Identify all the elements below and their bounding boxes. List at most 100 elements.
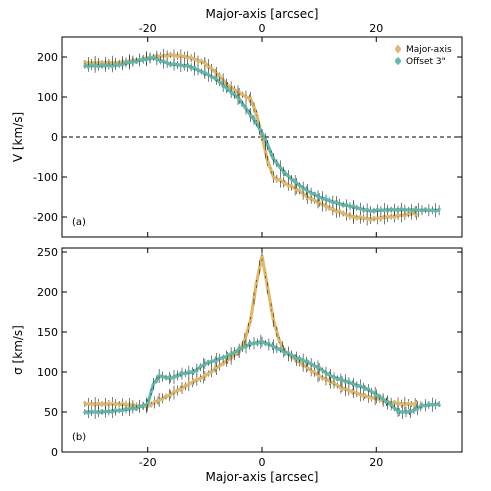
- data-point: [120, 409, 125, 413]
- data-point: [309, 369, 313, 373]
- data-point: [283, 351, 287, 355]
- data-point: [158, 54, 162, 58]
- data-point: [214, 366, 218, 370]
- data-point: [240, 346, 245, 350]
- data-point: [124, 60, 128, 64]
- data-point: [206, 372, 210, 376]
- data-point: [218, 73, 222, 77]
- data-point: [189, 55, 193, 60]
- data-point: [103, 409, 108, 413]
- data-point: [199, 59, 204, 63]
- data-point: [309, 192, 313, 196]
- data-point: [190, 381, 194, 385]
- data-point: [271, 345, 276, 349]
- data-point: [379, 217, 383, 221]
- data-point: [100, 409, 104, 413]
- data-point: [218, 364, 222, 368]
- data-point: [103, 403, 108, 407]
- data-point: [396, 213, 400, 217]
- data-point: [180, 372, 184, 376]
- data-point: [240, 92, 245, 96]
- data-point: [301, 358, 305, 363]
- data-point: [90, 409, 94, 413]
- data-point: [192, 65, 197, 70]
- data-point: [275, 347, 279, 351]
- data-point: [344, 213, 349, 217]
- data-point: [414, 212, 418, 216]
- data-point: [332, 380, 336, 384]
- data-point: [187, 369, 191, 374]
- data-point: [175, 55, 180, 59]
- data-point: [131, 407, 135, 411]
- data-point: [196, 59, 200, 64]
- data-point: [266, 286, 270, 290]
- data-point: [414, 401, 418, 405]
- data-point: [258, 127, 262, 131]
- data-point: [355, 216, 359, 220]
- data-point: [183, 372, 188, 376]
- data-point: [114, 62, 118, 66]
- data-point: [263, 150, 268, 154]
- legend-entry: Major-axis: [406, 45, 452, 55]
- data-point: [363, 387, 367, 391]
- data-point: [252, 117, 256, 121]
- data-point: [392, 215, 397, 219]
- data-point: [247, 111, 252, 115]
- data-point: [403, 403, 407, 407]
- data-point: [120, 401, 125, 406]
- data-point: [244, 95, 248, 99]
- data-point: [164, 394, 168, 398]
- data-point: [334, 201, 338, 205]
- data-point: [406, 208, 410, 212]
- y-tick-label: 0: [51, 131, 58, 144]
- data-point: [338, 209, 342, 213]
- data-point: [107, 401, 111, 405]
- data-point: [410, 402, 414, 406]
- data-point: [320, 197, 325, 201]
- data-point: [324, 197, 328, 201]
- data-point: [155, 378, 159, 382]
- data-point: [366, 395, 370, 399]
- data-point: [202, 376, 206, 380]
- x-tick-label-top: 20: [369, 22, 383, 35]
- data-point: [306, 359, 310, 363]
- data-point: [83, 60, 87, 64]
- data-point: [327, 199, 332, 203]
- data-point: [100, 402, 104, 406]
- data-point: [430, 209, 434, 213]
- data-point: [399, 402, 404, 406]
- data-point: [348, 215, 352, 219]
- data-point: [214, 77, 218, 81]
- data-point: [415, 407, 420, 411]
- plot-frame: [61, 247, 463, 453]
- data-point: [366, 387, 370, 391]
- y-tick-label: 200: [37, 286, 58, 299]
- data-point: [149, 403, 153, 407]
- data-point: [266, 143, 270, 147]
- data-point: [248, 319, 253, 323]
- data-point: [343, 386, 348, 390]
- data-point: [269, 306, 273, 310]
- data-point: [317, 374, 321, 378]
- data-point: [141, 58, 145, 62]
- data-point: [148, 55, 152, 59]
- series-offset: [83, 52, 441, 218]
- y-tick-label: 100: [37, 366, 58, 379]
- data-point: [379, 208, 383, 212]
- data-point: [412, 408, 416, 413]
- data-point: [290, 353, 294, 357]
- data-point: [312, 191, 317, 195]
- data-point: [117, 408, 121, 412]
- data-point: [430, 402, 434, 406]
- data-point: [248, 342, 253, 346]
- data-point: [389, 215, 393, 219]
- data-point: [374, 394, 378, 398]
- data-point: [362, 216, 366, 220]
- data-point: [199, 70, 204, 74]
- data-point: [221, 84, 225, 88]
- x-tick-label: 0: [259, 456, 266, 469]
- data-point: [114, 408, 118, 412]
- data-point: [243, 337, 247, 341]
- data-point: [320, 368, 325, 372]
